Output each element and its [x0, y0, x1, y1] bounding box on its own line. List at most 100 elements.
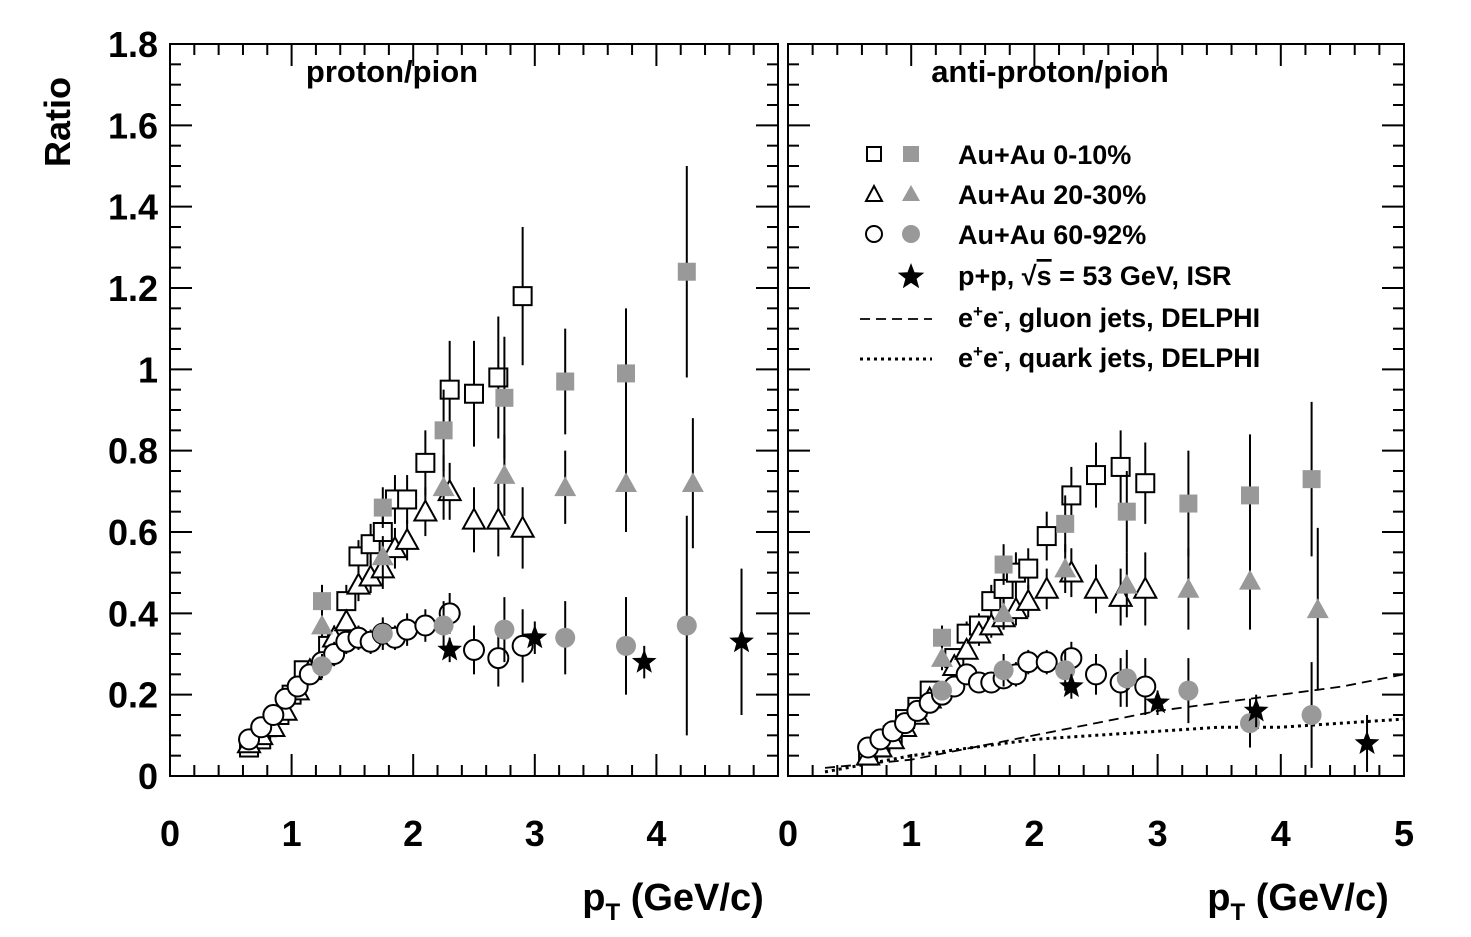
open-circle-point — [1134, 675, 1157, 698]
filled-square-point — [933, 628, 951, 647]
legend-gluon-e2: e — [983, 303, 998, 333]
filled-square-point — [1241, 486, 1259, 505]
filled-square-point — [434, 421, 453, 440]
filled-square-point — [1179, 494, 1198, 513]
left-x-axis-sub: T — [605, 899, 620, 926]
right-x-axis-sub: T — [1230, 899, 1245, 926]
open-circle-point — [262, 704, 285, 726]
star-point — [729, 628, 754, 653]
right-x-tick-labels: 0 1 2 3 4 5 — [778, 813, 1414, 854]
open-square-point — [1135, 473, 1156, 494]
open-square-point — [1036, 526, 1057, 547]
legend: Au+Au 0-10% Au+Au 20-30% Au+Au 60-92% p+… — [860, 140, 1260, 373]
filled-square-point — [617, 364, 635, 383]
series-star — [437, 568, 754, 715]
open-circle-point — [1017, 651, 1040, 674]
legend-pp-suffix: = 53 GeV, ISR — [1052, 261, 1232, 291]
filled-square-point — [313, 592, 331, 611]
series-filled-square — [933, 401, 1321, 650]
legend-quark-sup2: - — [998, 342, 1004, 361]
legend-filled-circle-icon — [902, 225, 920, 243]
star-point — [1145, 689, 1170, 714]
y-tick-label: 0.2 — [108, 675, 158, 716]
star-point — [1354, 730, 1380, 754]
legend-open-square-icon — [866, 146, 882, 162]
series-filled-triangle — [311, 418, 704, 638]
legend-gluon-suffix: , gluon jets, DELPHI — [1004, 303, 1261, 333]
open-square-point — [1086, 465, 1106, 486]
legend-quark-e1: e — [958, 343, 973, 373]
filled-circle-point — [1301, 705, 1322, 725]
open-circle-point — [511, 634, 534, 657]
open-triangle-point — [953, 636, 980, 660]
dashed-curve — [824, 673, 1405, 769]
legend-sqrt-arg: s — [1037, 261, 1052, 291]
series-open-square — [239, 227, 533, 758]
y-tick-labels: 0 0.2 0.4 0.6 0.8 1 1.2 1.4 1.6 1.8 — [108, 24, 158, 797]
y-tick-label: 1.2 — [108, 268, 158, 309]
filled-triangle-point — [615, 472, 637, 492]
x-tick-label: 3 — [1148, 813, 1168, 854]
y-tick-label: 1.8 — [108, 24, 158, 65]
filled-triangle-point — [681, 472, 704, 492]
open-circle-point — [1085, 663, 1107, 686]
x-tick-label: 1 — [282, 813, 302, 854]
y-tick-label: 1 — [138, 349, 158, 390]
series-filled-triangle — [931, 527, 1329, 691]
filled-circle-point — [676, 615, 697, 636]
open-triangle-point — [1034, 575, 1060, 599]
x-tick-label: 3 — [525, 813, 545, 854]
filled-circle-point — [372, 623, 393, 644]
open-circle-point — [487, 647, 510, 670]
y-tick-label: 0.6 — [108, 512, 158, 553]
legend-label-20-30: Au+Au 20-30% — [958, 180, 1146, 210]
right-x-axis-p: p — [1207, 877, 1230, 919]
filled-square-point — [677, 262, 696, 281]
filled-triangle-point — [432, 476, 455, 497]
open-square-point — [464, 383, 484, 404]
filled-triangle-point — [1306, 598, 1329, 619]
open-triangle-point — [394, 527, 420, 550]
star-point — [631, 649, 657, 673]
filled-triangle-point — [1115, 573, 1138, 594]
filled-square-point — [994, 555, 1013, 574]
open-square-point — [1018, 558, 1039, 579]
series-filled-circle — [932, 649, 1322, 768]
filled-triangle-point — [1054, 557, 1077, 578]
filled-triangle-point — [1177, 577, 1200, 598]
open-square-point — [336, 591, 357, 612]
filled-circle-point — [1116, 668, 1137, 689]
legend-quark-suffix: , quark jets, DELPHI — [1004, 343, 1261, 373]
open-triangle-point — [509, 514, 536, 538]
x-tick-label: 0 — [778, 813, 798, 854]
open-square-point — [439, 379, 460, 400]
legend-quark-e2: e — [983, 343, 998, 373]
filled-circle-point — [1055, 660, 1076, 681]
filled-square-point — [556, 372, 575, 391]
filled-triangle-point — [931, 647, 953, 667]
open-square-point — [1110, 456, 1131, 477]
star-point — [1059, 673, 1084, 698]
left-x-axis-p: p — [582, 877, 605, 919]
legend-gluon-e1: e — [958, 303, 973, 333]
open-circle-point — [463, 638, 485, 661]
filled-circle-point — [932, 680, 952, 701]
filled-square-point — [1056, 514, 1075, 533]
star-point — [1243, 697, 1269, 722]
filled-square-point — [1302, 470, 1321, 489]
legend-label-0-10: Au+Au 0-10% — [958, 140, 1131, 170]
open-triangle-point — [1083, 575, 1109, 599]
left-x-tick-labels: 0 1 2 3 4 — [160, 813, 666, 854]
filled-triangle-point — [371, 545, 394, 566]
x-tick-label: 2 — [1024, 813, 1044, 854]
left-panel-ticks — [169, 43, 779, 777]
filled-square-point — [1117, 502, 1136, 521]
filled-triangle-point — [1239, 569, 1261, 590]
open-triangle-point — [461, 506, 487, 530]
filled-circle-point — [494, 619, 515, 640]
legend-open-triangle-icon — [864, 183, 884, 202]
open-triangle-point — [1132, 575, 1158, 599]
filled-triangle-point — [311, 614, 333, 635]
open-square-point — [1061, 485, 1082, 506]
